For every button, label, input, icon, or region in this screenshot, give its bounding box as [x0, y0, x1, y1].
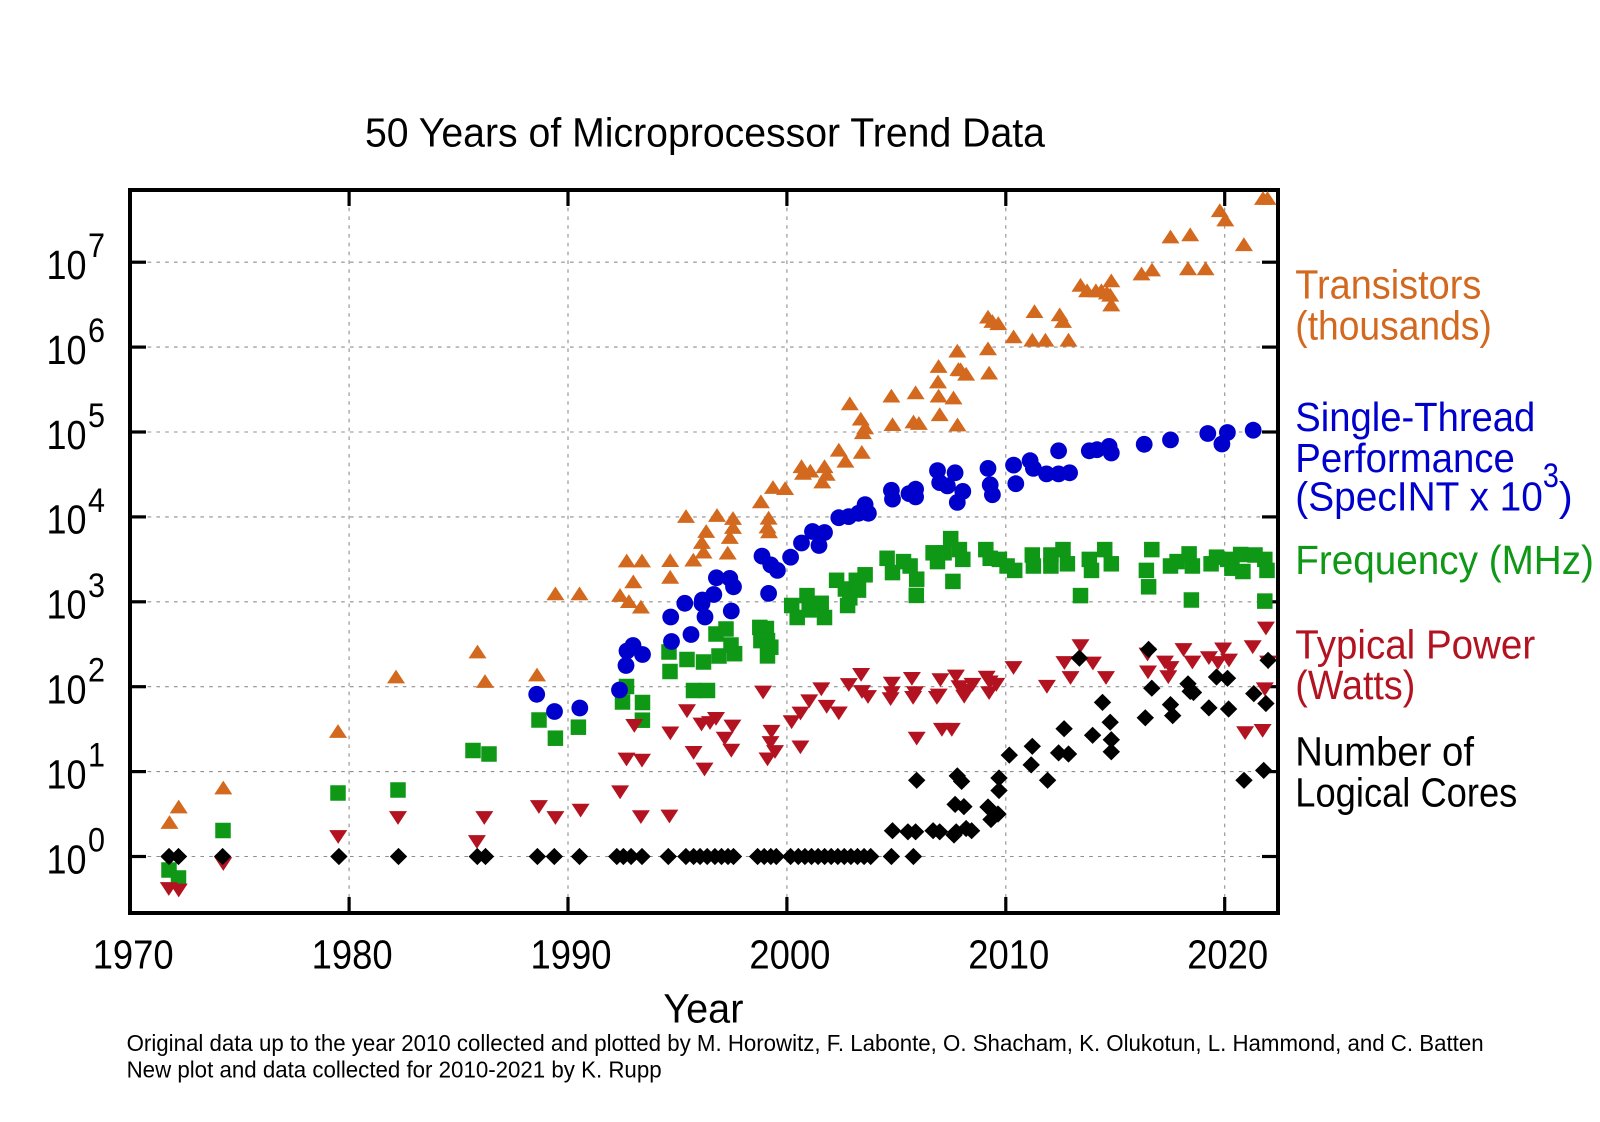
- svg-text:Logical Cores: Logical Cores: [1295, 769, 1517, 815]
- svg-text:1: 1: [88, 737, 105, 775]
- svg-text:(SpecINT x 10: (SpecINT x 10: [1295, 473, 1543, 519]
- svg-text:6: 6: [88, 312, 105, 350]
- svg-text:10: 10: [47, 412, 87, 458]
- svg-text:2010: 2010: [968, 932, 1049, 978]
- svg-text:Performance: Performance: [1295, 435, 1515, 481]
- svg-text:(Watts): (Watts): [1295, 662, 1415, 708]
- svg-text:New plot and data collected fo: New plot and data collected for 2010-202…: [127, 1057, 662, 1083]
- svg-text:10: 10: [47, 836, 87, 882]
- svg-text:10: 10: [47, 667, 87, 713]
- svg-text:10: 10: [47, 582, 87, 628]
- svg-text:4: 4: [88, 482, 105, 520]
- svg-text:3: 3: [88, 567, 105, 605]
- svg-text:): ): [1559, 473, 1573, 519]
- svg-text:5: 5: [88, 397, 105, 435]
- svg-text:Single-Thread: Single-Thread: [1295, 394, 1535, 440]
- svg-text:10: 10: [47, 497, 87, 543]
- svg-text:50 Years of Microprocessor Tre: 50 Years of Microprocessor Trend Data: [365, 110, 1045, 156]
- svg-text:2: 2: [88, 652, 105, 690]
- svg-text:3: 3: [1543, 457, 1559, 495]
- svg-text:0: 0: [88, 822, 105, 860]
- svg-text:1970: 1970: [93, 932, 174, 978]
- svg-text:2000: 2000: [749, 932, 830, 978]
- svg-text:Frequency (MHz): Frequency (MHz): [1295, 537, 1594, 583]
- svg-text:Transistors: Transistors: [1295, 262, 1481, 308]
- svg-text:Typical Power: Typical Power: [1295, 621, 1535, 667]
- svg-text:1990: 1990: [531, 932, 612, 978]
- svg-text:Original data up to the year 2: Original data up to the year 2010 collec…: [127, 1030, 1484, 1056]
- svg-text:Year: Year: [663, 986, 743, 1032]
- svg-text:(thousands): (thousands): [1295, 302, 1492, 348]
- svg-text:7: 7: [88, 227, 105, 265]
- svg-text:2020: 2020: [1187, 932, 1268, 978]
- svg-text:Number of: Number of: [1295, 729, 1474, 775]
- svg-text:10: 10: [47, 242, 87, 288]
- svg-text:10: 10: [47, 327, 87, 373]
- svg-text:1980: 1980: [312, 932, 393, 978]
- svg-text:10: 10: [47, 751, 87, 797]
